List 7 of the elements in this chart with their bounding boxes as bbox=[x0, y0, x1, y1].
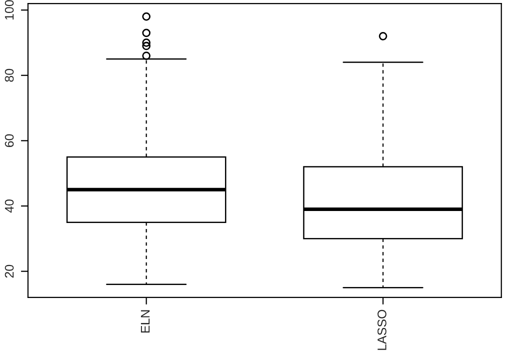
y-tick-label: 60 bbox=[4, 134, 14, 147]
x-tick-label: LASSO bbox=[378, 310, 386, 350]
y-tick-label: 100 bbox=[4, 0, 14, 20]
x-tick-label: ELN bbox=[140, 310, 150, 333]
y-tick-label: 80 bbox=[4, 68, 14, 82]
y-tick-label: 20 bbox=[4, 264, 14, 278]
y-tick-label: 40 bbox=[4, 200, 14, 213]
